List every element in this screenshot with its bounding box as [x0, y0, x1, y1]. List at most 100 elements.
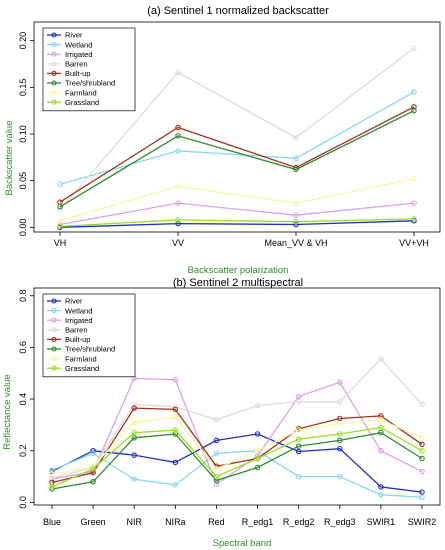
legend-swatch-point: [51, 327, 57, 333]
series-line-river: [59, 220, 415, 228]
data-point-barren: [175, 69, 181, 76]
data-point-farmland: [411, 176, 417, 182]
data-point-wetland: [411, 89, 417, 95]
data-point-grassland: [254, 455, 261, 462]
series-line-wetland: [59, 91, 415, 186]
data-point-built-up: [337, 415, 343, 422]
legend-swatch-point: [51, 90, 57, 96]
data-point-river: [254, 431, 261, 437]
series-line-built-up: [51, 407, 423, 484]
data-point-irrigated: [337, 379, 343, 386]
y-tick-label-a: 0.15: [18, 79, 28, 97]
legend-swatch-point: [51, 346, 57, 352]
legend-swatch-point: [51, 308, 57, 314]
legend-label: River: [65, 31, 83, 40]
series-line-tree-shrubland: [59, 110, 415, 208]
data-point-wetland: [57, 181, 63, 188]
legend-label: Grassland: [65, 364, 99, 373]
data-point-irrigated: [172, 376, 179, 383]
data-point-farmland: [295, 427, 302, 433]
y-tick-label-b: 0.0: [18, 496, 28, 509]
data-point-river: [213, 437, 220, 444]
y-tick-label-b: 0.4: [18, 393, 28, 406]
legend-swatch-point: [51, 61, 57, 67]
series-line-grassland: [51, 426, 423, 488]
data-point-tree-shrubland: [295, 443, 302, 449]
data-point-wetland: [293, 155, 299, 162]
data-point-built-up: [175, 124, 181, 131]
data-point-farmland: [419, 435, 425, 441]
data-point-wetland: [295, 473, 302, 480]
legend-label: Wetland: [65, 40, 92, 49]
y-tick-label-a: 0.05: [18, 172, 28, 190]
data-point-wetland: [172, 482, 179, 488]
legend-swatch-point: [51, 317, 57, 323]
legend-swatch-point: [51, 80, 57, 86]
series-line-barren: [51, 358, 423, 479]
x-tick-label-b: Green: [81, 517, 106, 527]
data-point-farmland: [213, 466, 220, 472]
legend-label: Wetland: [65, 306, 92, 315]
series-line-wetland: [51, 450, 423, 498]
y-tick-label-b: 0.2: [18, 444, 28, 457]
data-point-tree-shrubland: [175, 133, 181, 139]
legend-label: Barren: [65, 326, 88, 335]
data-point-wetland: [337, 473, 343, 480]
data-point-wetland: [131, 476, 137, 482]
legend-swatch-point: [51, 298, 57, 304]
series-line-farmland: [51, 416, 423, 475]
series-line-tree-shrubland: [51, 432, 423, 490]
legend-box-a: [42, 27, 136, 112]
data-point-tree-shrubland: [411, 107, 417, 114]
data-point-river: [175, 220, 181, 227]
data-point-grassland: [57, 223, 63, 230]
data-point-grassland: [419, 447, 425, 454]
data-point-wetland: [90, 450, 96, 457]
x-tick-label-b: R_edg2: [283, 517, 315, 527]
data-point-river: [295, 448, 302, 455]
data-point-grassland: [213, 473, 220, 480]
data-point-tree-shrubland: [293, 166, 299, 173]
data-point-farmland: [378, 416, 384, 423]
data-point-river: [131, 452, 137, 458]
series-line-barren: [59, 47, 415, 211]
plot-frame-b: [33, 287, 441, 506]
panel-multispectral: (b) Sentinel 2 multispectral Spectral ba…: [2, 277, 441, 549]
x-tick-label-b: R_edg1: [242, 517, 274, 527]
series-line-built-up: [59, 106, 415, 203]
data-point-barren: [419, 401, 425, 407]
legend-swatch-point: [51, 42, 57, 48]
panel-a-title: (a) Sentinel 1 normalized backscatter: [147, 5, 329, 17]
legend-label: Barren: [65, 60, 88, 69]
data-point-river: [419, 489, 425, 495]
x-tick-label-b: Red: [208, 517, 225, 527]
legend-label: Tree/shrubland: [65, 345, 115, 354]
x-tick-label-b: Blue: [43, 517, 61, 527]
data-point-grassland: [295, 436, 302, 442]
data-point-tree-shrubland: [378, 429, 384, 436]
series-line-irrigated: [59, 202, 415, 226]
data-point-grassland: [337, 431, 343, 437]
series-line-irrigated: [51, 377, 423, 486]
series-line-river: [51, 433, 423, 493]
legend-label: Built-up: [65, 69, 90, 78]
panel-b-xlabel: Spectral band: [213, 538, 272, 549]
data-point-wetland: [213, 450, 220, 457]
data-point-built-up: [419, 441, 425, 448]
data-point-farmland: [172, 414, 179, 420]
legend-label: River: [65, 297, 83, 306]
panel-a-xlabel: Backscatter polarization: [188, 265, 289, 276]
x-tick-label-a: VH: [54, 238, 67, 248]
data-point-grassland: [378, 424, 384, 431]
legend-label: Farmland: [65, 88, 97, 97]
y-tick-label-a: 0.00: [18, 219, 28, 237]
x-tick-label-a: VV+VH: [399, 238, 429, 248]
legend-swatch-point: [51, 51, 57, 57]
data-point-built-up: [131, 405, 137, 411]
data-point-barren: [411, 45, 417, 51]
data-point-grassland: [293, 218, 299, 225]
data-point-built-up: [411, 104, 417, 110]
data-point-grassland: [49, 484, 55, 490]
legend-box-b: [42, 293, 136, 378]
